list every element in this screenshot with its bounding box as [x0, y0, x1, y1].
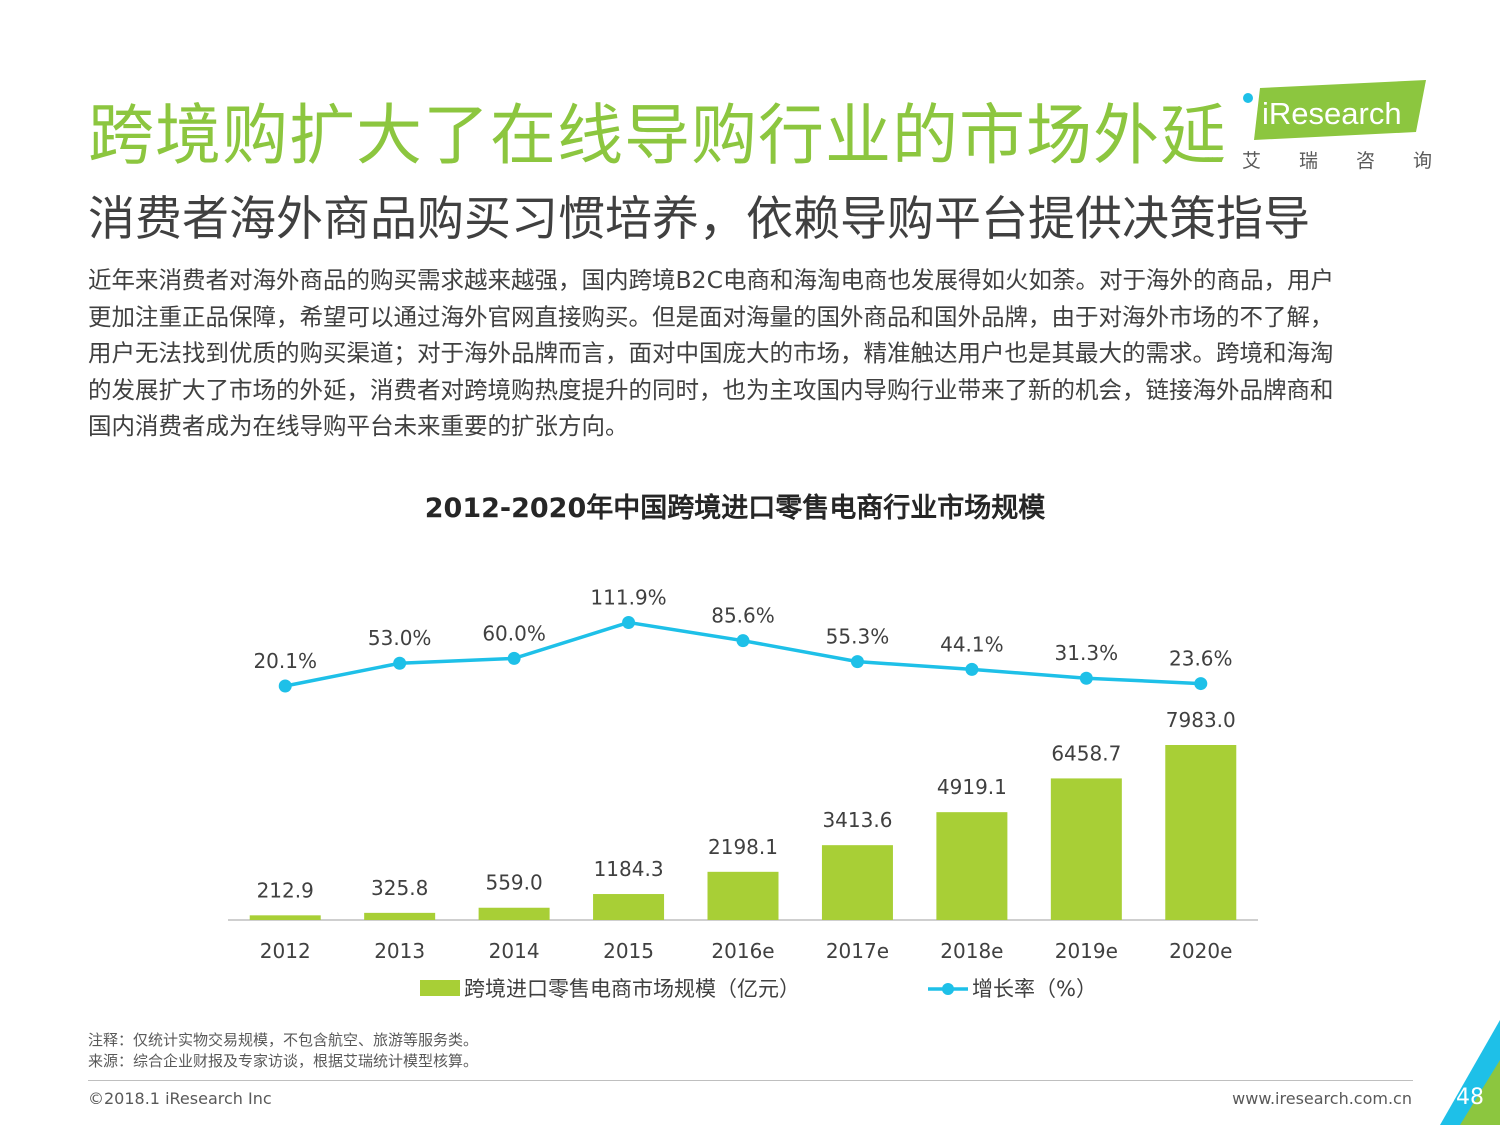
page-subtitle: 消费者海外商品购买习惯培养，依赖导购平台提供决策指导 [88, 192, 1310, 247]
bar [1050, 778, 1122, 920]
growth-point [736, 634, 750, 648]
footer-divider [88, 1080, 1413, 1081]
x-tick-label: 2015 [603, 939, 654, 963]
x-tick-label: 2020e [1169, 939, 1232, 963]
iresearch-logo: iResearch [1243, 80, 1426, 140]
logo-char: 咨 [1355, 150, 1375, 172]
growth-point [1194, 677, 1208, 691]
legend-line-marker [942, 983, 954, 995]
page-title: 跨境购扩大了在线导购行业的市场外延 [88, 97, 1227, 174]
x-tick-label: 2014 [489, 939, 540, 963]
bar-label: 7983.0 [1166, 708, 1236, 732]
bar-label: 3413.6 [822, 808, 892, 832]
body-line: 近年来消费者对海外商品的购买需求越来越强，国内跨境B2C电商和海淘电商也发展得如… [88, 266, 1334, 294]
bar [707, 871, 779, 920]
page-number: 48 [1456, 1085, 1484, 1110]
growth-point [1079, 671, 1093, 685]
bar-label: 212.9 [257, 878, 314, 902]
logo-char: 询 [1412, 150, 1432, 172]
bar [821, 845, 893, 920]
bar [249, 915, 321, 920]
bar [593, 894, 665, 920]
bar [936, 812, 1008, 920]
market-size-chart: 212.9 2012 325.8 2013 559.0 2014 1184.3 2015 219… [228, 585, 1258, 1001]
body-line: 用户无法找到优质的购买渠道；对于海外品牌而言，面对中国庞大的市场，精准触达用户也… [88, 339, 1334, 367]
logo-char: 瑞 [1298, 150, 1318, 172]
x-tick-label: 2016e [711, 939, 774, 963]
corner-decoration [1440, 1020, 1500, 1125]
growth-label: 20.1% [253, 649, 317, 673]
bar [364, 912, 436, 920]
growth-label: 55.3% [826, 625, 890, 649]
bar-label: 6458.7 [1051, 741, 1121, 765]
legend-bar-swatch [420, 980, 460, 996]
x-tick-label: 2018e [940, 939, 1003, 963]
note-text: 注释：仅统计实物交易规模，不包含航空、旅游等服务类。 [88, 1031, 479, 1049]
copyright: ©2018.1 iResearch Inc [88, 1089, 272, 1108]
body-line: 国内消费者成为在线导购平台未来重要的扩张方向。 [88, 412, 629, 440]
source-text: 来源：综合企业财报及专家访谈，根据艾瑞统计模型核算。 [88, 1052, 479, 1070]
x-tick-label: 2013 [374, 939, 425, 963]
growth-point [393, 656, 407, 670]
growth-label: 53.0% [368, 626, 432, 650]
growth-point [622, 615, 636, 629]
bar-label: 1184.3 [594, 857, 664, 881]
legend-line-label: 增长率（%） [972, 977, 1097, 1001]
x-tick-label: 2017e [826, 939, 889, 963]
growth-label: 23.6% [1169, 647, 1233, 671]
growth-label: 85.6% [711, 604, 775, 628]
growth-point [850, 655, 864, 669]
growth-label: 60.0% [482, 621, 546, 645]
logo-char: 艾 [1242, 150, 1262, 172]
x-tick-label: 2019e [1055, 939, 1118, 963]
growth-label: 111.9% [590, 585, 666, 609]
growth-point [278, 679, 292, 693]
growth-point [507, 651, 521, 665]
logo-brand: iResearch [1262, 96, 1402, 131]
chart-notes: 注释：仅统计实物交易规模，不包含航空、旅游等服务类。 来源：综合企业财报及专家访… [88, 1030, 478, 1072]
bar [478, 907, 550, 920]
body-line: 的发展扩大了市场的外延，消费者对跨境购热度提升的同时，也为主攻国内导购行业带来了… [88, 375, 1334, 404]
bar-label: 4919.1 [937, 775, 1007, 799]
legend-bar-label: 跨境进口零售电商市场规模（亿元） [464, 977, 800, 1001]
bar-label: 559.0 [485, 871, 542, 895]
bar-label: 2198.1 [708, 835, 778, 859]
bar [1165, 745, 1237, 920]
logo-subtitle: 艾 瑞 咨 询 [1242, 146, 1432, 173]
body-line: 更加注重正品保障，希望可以通过海外官网直接购买。但是面对海量的国外商品和国外品牌… [88, 302, 1334, 331]
bar-label: 325.8 [371, 876, 428, 900]
growth-label: 31.3% [1055, 641, 1119, 665]
chart-title: 2012-2020年中国跨境进口零售电商行业市场规模 [424, 493, 1046, 524]
x-tick-label: 2012 [260, 939, 311, 963]
growth-point [965, 662, 979, 676]
growth-label: 44.1% [940, 632, 1004, 656]
body-paragraph: 近年来消费者对海外商品的购买需求越来越强，国内跨境B2C电商和海淘电商也发展得如… [88, 262, 1418, 445]
website-link[interactable]: www.iresearch.com.cn [1232, 1089, 1412, 1108]
